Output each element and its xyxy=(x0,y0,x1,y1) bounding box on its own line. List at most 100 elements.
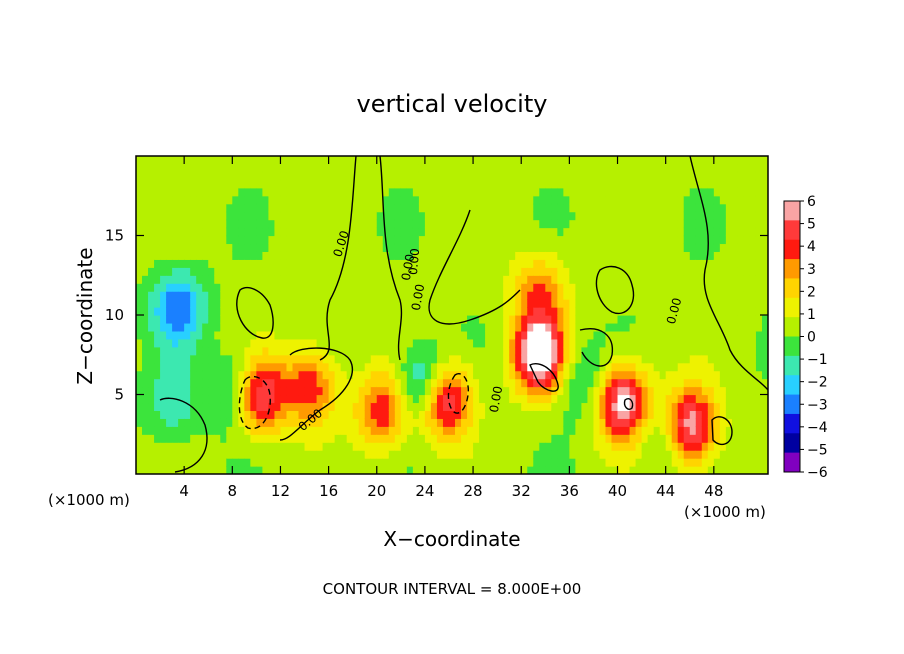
heatmap-cell xyxy=(250,410,257,419)
heatmap-cell xyxy=(599,235,607,245)
heatmap-cell xyxy=(557,227,564,237)
heatmap-cell xyxy=(160,267,167,276)
heatmap-cell xyxy=(605,338,613,348)
x-tick-label: 20 xyxy=(367,482,386,500)
heatmap-cell xyxy=(244,338,251,348)
heatmap-cell xyxy=(479,283,486,292)
heatmap-cell xyxy=(659,378,667,388)
heatmap-cell xyxy=(611,378,619,388)
heatmap-cell xyxy=(334,322,342,332)
heatmap-cell xyxy=(178,179,185,189)
heatmap-cell xyxy=(424,163,432,173)
heatmap-cell xyxy=(653,450,661,459)
heatmap-cell xyxy=(334,442,342,451)
heatmap-cell xyxy=(262,171,270,181)
heatmap-cell xyxy=(527,434,534,443)
heatmap-cell xyxy=(731,243,739,252)
heatmap-cell xyxy=(274,275,282,284)
heatmap-cell xyxy=(190,418,197,427)
heatmap-cell xyxy=(280,203,288,213)
heatmap-cell xyxy=(461,450,468,459)
heatmap-cell xyxy=(605,187,613,197)
heatmap-cell xyxy=(352,179,360,189)
heatmap-cell xyxy=(316,179,324,189)
heatmap-cell xyxy=(605,458,613,467)
heatmap-cell xyxy=(737,156,745,165)
heatmap-cell xyxy=(623,187,631,197)
heatmap-cell xyxy=(671,426,679,435)
heatmap-cell xyxy=(160,466,167,474)
heatmap-cell xyxy=(491,338,498,348)
heatmap-cell xyxy=(262,410,270,419)
heatmap-cell xyxy=(418,275,426,284)
heatmap-cell xyxy=(689,386,697,396)
heatmap-cell xyxy=(280,378,288,388)
heatmap-cell xyxy=(232,442,239,451)
heatmap-cell xyxy=(521,156,528,165)
heatmap-cell xyxy=(701,410,709,419)
heatmap-cell xyxy=(148,330,155,340)
heatmap-cell xyxy=(599,466,607,474)
heatmap-cell xyxy=(298,458,306,467)
heatmap-cell xyxy=(418,450,426,459)
heatmap-cell xyxy=(406,211,414,221)
heatmap-cell xyxy=(358,251,366,260)
heatmap-cell xyxy=(304,315,312,324)
heatmap-cell xyxy=(659,434,667,443)
heatmap-cell xyxy=(677,283,685,292)
heatmap-cell xyxy=(184,458,191,467)
heatmap-cell xyxy=(406,219,414,229)
heatmap-cell xyxy=(154,354,161,364)
heatmap-cell xyxy=(515,410,522,419)
heatmap-cell xyxy=(136,434,143,443)
heatmap-cell xyxy=(370,426,378,435)
heatmap-cell xyxy=(304,291,312,300)
heatmap-cell xyxy=(749,267,757,276)
heatmap-cell xyxy=(563,275,570,284)
heatmap-cell xyxy=(292,163,300,173)
heatmap-cell xyxy=(617,346,625,356)
heatmap-cell xyxy=(280,346,288,356)
heatmap-cell xyxy=(214,418,221,427)
heatmap-cell xyxy=(346,466,354,474)
heatmap-cell xyxy=(689,283,697,292)
heatmap-cell xyxy=(142,426,149,435)
heatmap-cell xyxy=(394,450,402,459)
heatmap-cell xyxy=(611,195,619,205)
heatmap-cell xyxy=(334,307,342,316)
heatmap-cell xyxy=(635,219,643,229)
heatmap-cell xyxy=(647,322,655,332)
heatmap-cell xyxy=(503,187,510,197)
heatmap-cell xyxy=(569,378,576,388)
heatmap-cell xyxy=(142,267,149,276)
heatmap-cell xyxy=(761,322,768,332)
heatmap-cell xyxy=(575,259,583,268)
heatmap-cell xyxy=(286,410,294,419)
heatmap-cell xyxy=(412,338,420,348)
heatmap-cell xyxy=(743,338,751,348)
heatmap-cell xyxy=(545,227,552,237)
heatmap-cell xyxy=(743,171,751,181)
heatmap-cell xyxy=(503,179,510,189)
heatmap-cell xyxy=(208,211,215,221)
heatmap-cell xyxy=(563,322,570,332)
heatmap-cell xyxy=(653,171,661,181)
heatmap-cell xyxy=(136,291,143,300)
heatmap-cell xyxy=(220,378,227,388)
heatmap-cell xyxy=(172,346,179,356)
heatmap-cell xyxy=(527,466,534,474)
heatmap-cell xyxy=(665,235,673,245)
heatmap-cell xyxy=(635,227,643,237)
heatmap-cell xyxy=(539,402,546,411)
heatmap-cell xyxy=(635,299,643,308)
heatmap-cell xyxy=(400,362,408,372)
heatmap-cell xyxy=(515,203,522,213)
heatmap-cell xyxy=(701,434,709,443)
heatmap-cell xyxy=(713,450,721,459)
heatmap-cell xyxy=(659,299,667,308)
heatmap-cell xyxy=(539,394,546,404)
heatmap-cell xyxy=(515,179,522,189)
heatmap-cell xyxy=(635,426,643,435)
heatmap-cell xyxy=(190,203,197,213)
heatmap-cell xyxy=(605,450,613,459)
